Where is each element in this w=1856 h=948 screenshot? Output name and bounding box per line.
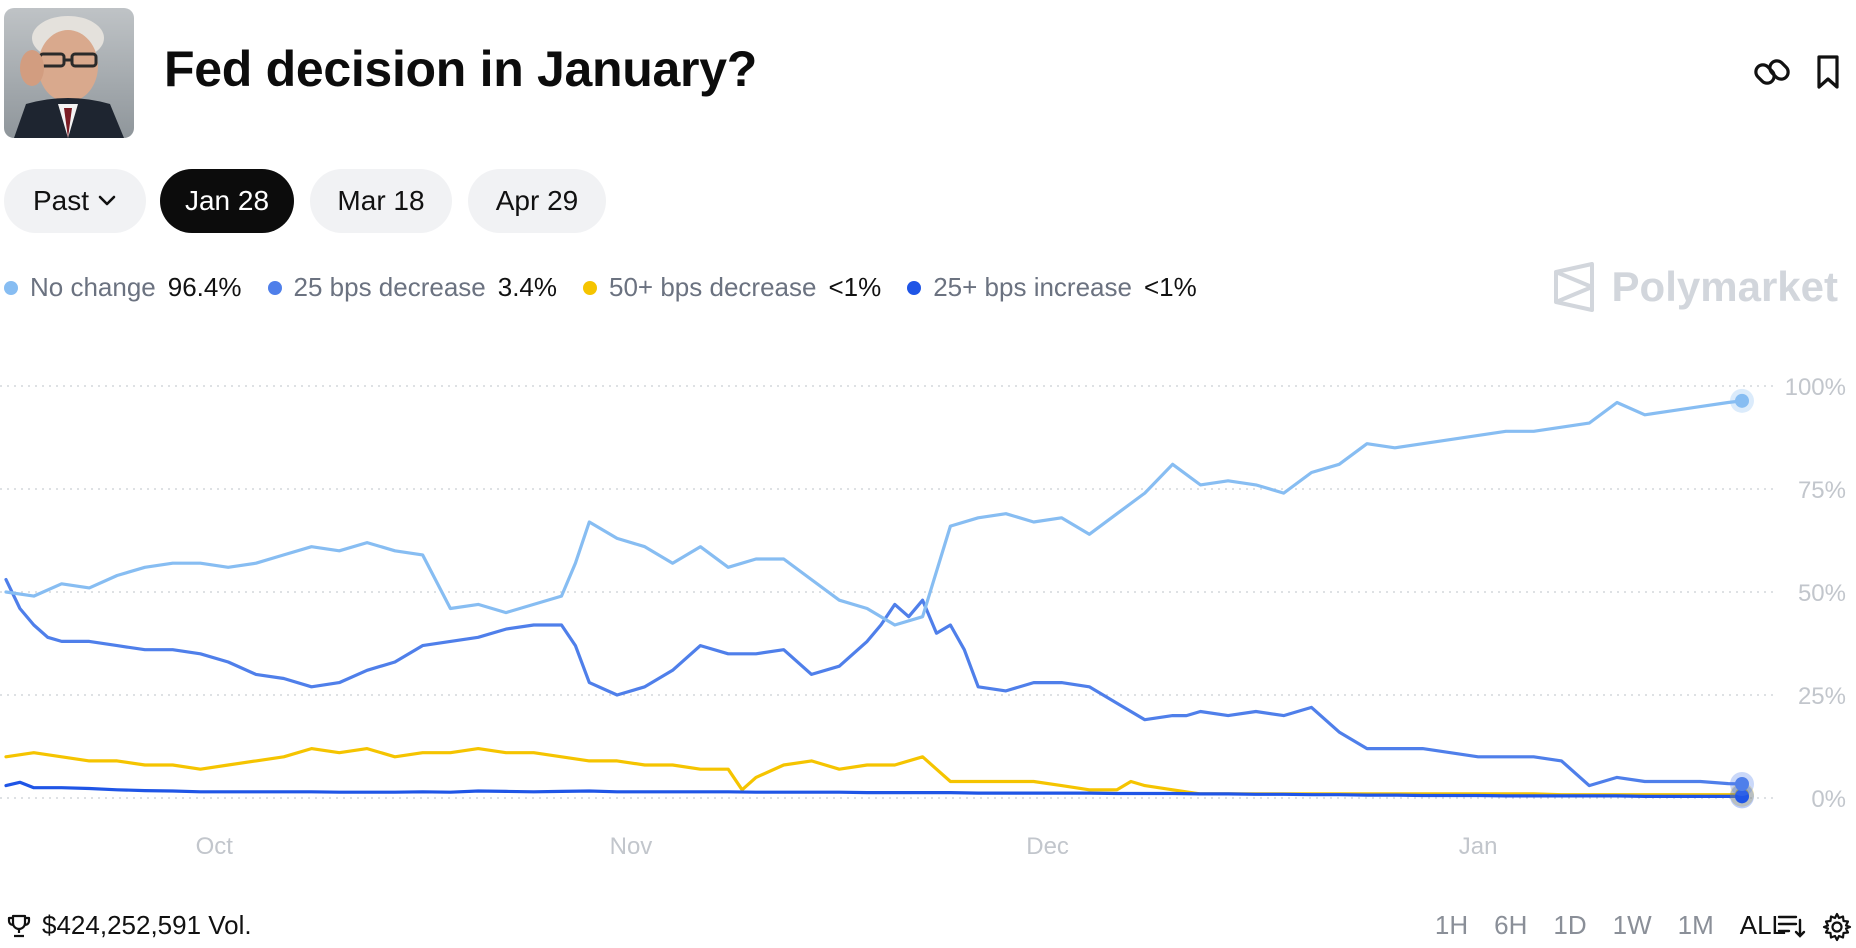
range-1h[interactable]: 1H (1434, 910, 1469, 940)
range-1d[interactable]: 1D (1553, 910, 1587, 940)
legend-item-25-bps-decrease: 25 bps decrease 3.4% (267, 272, 558, 303)
past-dropdown[interactable]: Past (4, 169, 146, 233)
date-pill-jan-28[interactable]: Jan 28 (160, 169, 294, 233)
volume-summary: $424,252,591 Vol. (6, 910, 252, 941)
legend-dot (907, 280, 922, 295)
end-dot (1735, 776, 1749, 791)
legend-name: 25+ bps increase (933, 272, 1132, 302)
date-pill-mar-18[interactable]: Mar 18 (310, 169, 452, 233)
legend-dot (267, 280, 282, 295)
y-tick-label: 50% (1798, 580, 1846, 607)
series-line-no-change (4, 399, 1744, 627)
legend-item-25-bps-increase: 25+ bps increase <1% (907, 272, 1197, 303)
range-1m[interactable]: 1M (1677, 910, 1714, 940)
legend-dot (583, 280, 598, 295)
range-all[interactable]: ALL (1739, 910, 1786, 940)
brand-name: Polymarket (1611, 263, 1838, 310)
y-tick-label: 0% (1811, 786, 1846, 813)
legend-value: <1% (1143, 272, 1197, 302)
legend-value: 96.4% (167, 272, 242, 302)
date-pill-label: Mar 18 (337, 185, 425, 216)
x-tick-label: Dec (1026, 833, 1069, 860)
x-tick-label: Oct (196, 833, 234, 860)
x-tick-label: Nov (610, 833, 653, 860)
polymarket-watermark: Polymarket (1552, 262, 1838, 312)
legend-item-50-bps-decrease: 50+ bps decrease <1% (583, 272, 881, 303)
range-6h[interactable]: 6H (1494, 910, 1528, 940)
end-dot (1735, 393, 1749, 408)
legend-value: 3.4% (497, 272, 558, 302)
y-tick-label: 25% (1798, 683, 1846, 710)
bookmark-icon[interactable] (1808, 52, 1848, 92)
legend-value: <1% (828, 272, 882, 302)
legend-item-no-change: No change 96.4% (4, 272, 242, 303)
volume-text: $424,252,591 Vol. (42, 910, 252, 940)
page-title: Fed decision in January? (164, 41, 757, 97)
axis-ticks: 100% 75% 50% 25% 0% Oct Nov Dec Jan (196, 374, 1846, 860)
chart-legend: No change 96.4% 25 bps decrease 3.4% 50+… (4, 272, 1223, 303)
x-tick-label: Jan (1459, 833, 1498, 860)
date-pill-apr-29[interactable]: Apr 29 (468, 169, 606, 233)
link-icon[interactable] (1752, 52, 1792, 92)
date-pill-label: Apr 29 (495, 185, 579, 216)
series-line-25-bps-decrease (4, 578, 1744, 788)
series-line-25-bps-increase (4, 780, 1744, 798)
portrait-image (4, 8, 134, 138)
y-tick-label: 75% (1798, 477, 1846, 504)
legend-name: No change (30, 272, 156, 302)
range-1w[interactable]: 1W (1612, 910, 1652, 940)
time-range-selector: 1H 6H 1D 1W 1M ALL (1409, 910, 1786, 941)
legend-name: 25 bps decrease (293, 272, 486, 302)
date-pill-label: Jan 28 (184, 185, 270, 216)
past-label: Past (32, 185, 90, 216)
series-lines (4, 399, 1744, 798)
end-dot (1735, 789, 1749, 804)
chevron-down-icon (97, 194, 117, 208)
market-thumbnail (4, 8, 134, 138)
end-dots (1730, 388, 1754, 809)
legend-name: 50+ bps decrease (609, 272, 817, 302)
y-tick-label: 100% (1785, 374, 1846, 401)
legend-dot (4, 280, 18, 295)
grid-lines (0, 385, 1776, 799)
gear-icon[interactable] (1822, 912, 1852, 947)
trophy-icon (7, 914, 31, 937)
polymarket-logo-icon (1553, 262, 1594, 312)
price-history-chart: 100% 75% 50% 25% 0% Oct Nov Dec Jan (0, 374, 1846, 860)
filter-lines-icon[interactable] (1776, 912, 1806, 945)
